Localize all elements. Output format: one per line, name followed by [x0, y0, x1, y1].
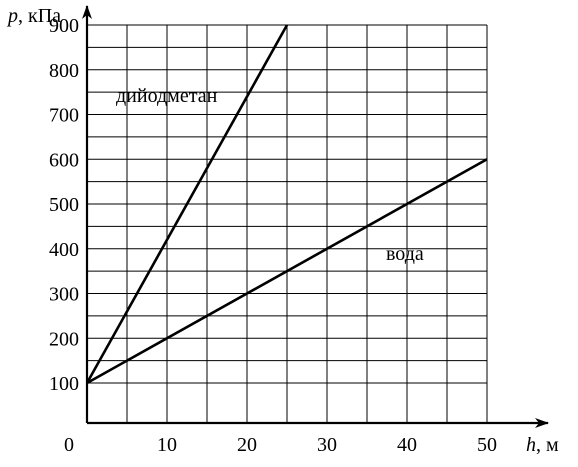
y-tick-label: 600	[49, 149, 79, 171]
y-tick-label: 400	[49, 239, 79, 261]
y-tick-label: 900	[49, 15, 79, 37]
y-axis-title: p, кПа	[6, 5, 61, 27]
y-tick-label: 300	[49, 284, 79, 306]
x-tick-label: 20	[237, 434, 257, 456]
x-axis-unit: , м	[536, 434, 559, 456]
x-tick-label: 40	[397, 434, 417, 456]
x-tick-label: 30	[317, 434, 337, 456]
x-axis-title: h, м	[526, 434, 559, 456]
origin-label: 0	[64, 434, 74, 456]
y-tick-label: 500	[49, 194, 79, 216]
x-axis-variable: h	[526, 434, 536, 456]
series-label-water: вода	[386, 243, 424, 265]
axes	[82, 5, 549, 428]
series-line-water	[86, 158, 488, 385]
y-tick-label: 800	[49, 60, 79, 82]
y-axis-unit: , кПа	[18, 5, 61, 27]
series-line-diiodomethane	[85, 24, 289, 384]
x-tick-label: 50	[477, 434, 497, 456]
series-lines	[85, 24, 488, 385]
series-label-diiodomethane: дийодметан	[116, 85, 218, 107]
tick-labels: 10 20 30 40 50 100 200 300 400 500 600 700 800 900	[49, 15, 497, 456]
y-axis-variable: p	[6, 5, 18, 27]
grid	[87, 24, 488, 423]
y-tick-label: 200	[49, 328, 79, 350]
x-tick-label: 10	[157, 434, 177, 456]
y-tick-label: 700	[49, 105, 79, 127]
y-tick-label: 100	[49, 373, 79, 395]
